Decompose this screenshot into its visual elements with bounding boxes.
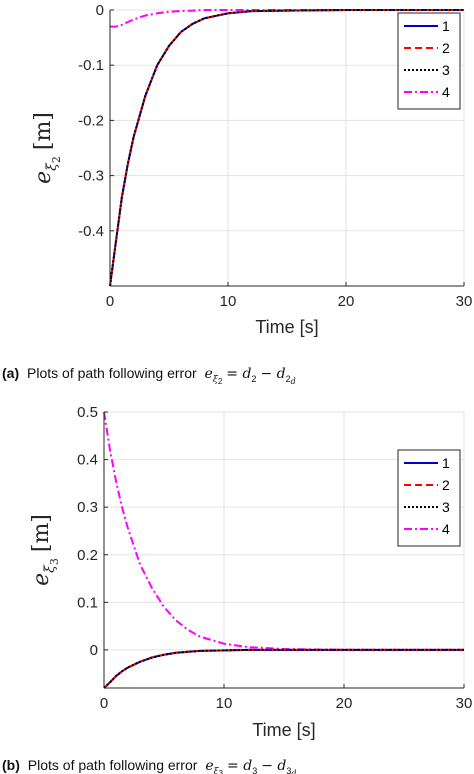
panel-a-legend-label-4: 4 [442,84,450,100]
panel-a-legend-label-2: 2 [442,40,450,56]
panel-b-x-tick-label: 30 [456,695,473,712]
panel-b-y-ticks: 0.5 0.4 0.3 0.2 0.1 0 [77,404,108,659]
panel-b-series [103,411,464,689]
panel-a-series [109,9,464,287]
panel-a-legend: 1 2 3 4 [397,12,461,110]
panel-b-legend: 1 2 3 4 [397,449,461,547]
panel-b-legend-label-3: 3 [442,499,450,515]
panel-a-y-tick-label: -0.1 [78,57,104,74]
panel-a: 0 10 20 30 0 -0.1 -0.2 -0.3 -0.4 Time [s] eξ2[m… [2,2,472,386]
panel-b-x-tick-label: 0 [100,695,108,712]
panel-b-x-tick-label: 20 [336,695,353,712]
panel-a-x-tick-label: 30 [456,293,473,310]
panel-a-series-3-line [109,9,464,287]
panel-a-y-ticks: 0 -0.1 -0.2 -0.3 -0.4 [78,2,114,240]
panel-b-x-ticks: 0 10 20 30 [100,684,473,712]
panel-b: 0 10 20 30 0.5 0.4 0.3 0.2 0.1 0 Time [s] eξ3[m]… [2,404,472,774]
panel-a-legend-label-3: 3 [442,62,450,78]
panel-b-legend-label-4: 4 [442,521,450,537]
panel-b-y-tick-label: 0 [90,642,98,659]
panel-b-legend-box [397,449,461,547]
panel-a-y-tick-label: -0.3 [78,168,104,185]
panel-a-x-axis-label: Time [s] [255,317,318,337]
panel-b-series-2-line [103,648,464,689]
panel-a-x-tick-label: 20 [338,293,355,310]
panel-a-y-tick-label: -0.2 [78,112,104,129]
panel-b-y-tick-label: 0.1 [77,594,98,611]
panel-a-caption: (a) Plots of path following error eξ2 = d… [2,365,296,386]
panel-b-y-tick-label: 0.4 [77,452,98,469]
panel-b-legend-label-1: 1 [442,455,450,471]
panel-b-legend-label-2: 2 [442,477,450,493]
panel-a-legend-label-1: 1 [442,18,450,34]
panel-b-y-tick-label: 0.2 [77,547,98,564]
panel-a-y-tick-label: -0.4 [78,223,104,240]
panel-a-x-tick-label: 10 [220,293,237,310]
panel-a-x-ticks: 0 10 20 30 [106,282,473,310]
panel-a-x-tick-label: 0 [106,293,114,310]
panel-b-x-axis-label: Time [s] [252,720,315,740]
panel-a-y-tick-label: 0 [96,2,104,19]
panel-a-y-axis-label: eξ2[m] [31,112,63,184]
panel-b-y-axis-label: eξ3[m] [29,514,61,586]
panel-b-y-tick-label: 0.5 [77,404,98,421]
panel-b-caption: (b) Plots of path following error eξ3 = d… [2,757,297,774]
panel-b-x-tick-label: 10 [216,695,233,712]
panel-b-y-tick-label: 0.3 [77,499,98,516]
panel-a-legend-box [397,12,461,110]
